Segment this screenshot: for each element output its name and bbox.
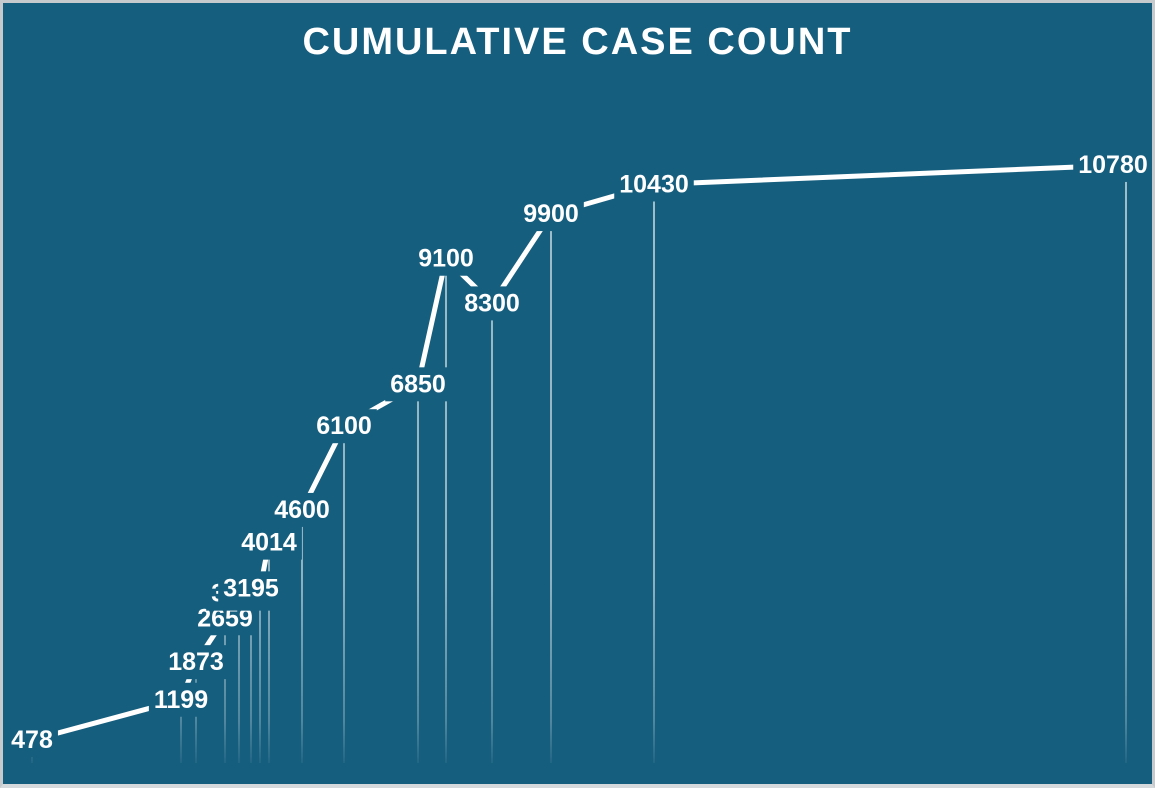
chart-canvas: 4781199187326593100319540144600610068509… [6,147,1152,763]
label-text: 10430 [619,170,689,198]
point-label: 1199 [148,682,214,717]
label-background [385,367,451,402]
label-text: 9100 [418,245,474,273]
label-text: 1199 [154,686,208,714]
label-text: 4600 [274,496,330,524]
label-background [311,409,377,444]
point-label: 8300 [459,286,525,321]
point-labels: 4781199187326593100319540144600610068509… [6,147,1152,758]
point-label: 10780 [1073,147,1152,182]
label-background [1073,147,1152,182]
point-label: 478 [6,723,58,758]
label-background [236,525,302,560]
point-label: 6100 [311,409,377,444]
point-label: 9100 [413,241,479,276]
point-label: 3195 [218,571,284,606]
label-background [218,571,284,606]
label-text: 8300 [464,289,520,317]
label-background [614,167,694,202]
label-text: 6850 [390,370,446,398]
point-label: 1873 [163,645,229,680]
label-background [413,241,479,276]
label-background [6,723,58,758]
label-text: 478 [11,726,53,754]
point-label: 9900 [518,197,584,232]
label-text: 6100 [316,412,372,440]
point-label: 6850 [385,367,451,402]
chart-title: CUMULATIVE CASE COUNT [302,21,853,63]
label-text: 3195 [223,574,279,602]
label-text: 1873 [168,648,224,676]
label-text: 9900 [523,200,579,228]
label-background [459,286,525,321]
label-background [148,682,214,717]
label-text: 10780 [1078,151,1148,179]
label-text: 4014 [241,529,297,557]
point-label: 4014 [236,525,302,560]
point-label: 10430 [614,167,694,202]
label-background [518,197,584,232]
point-label: 4600 [269,492,335,527]
label-background [163,645,229,680]
label-background [269,492,335,527]
